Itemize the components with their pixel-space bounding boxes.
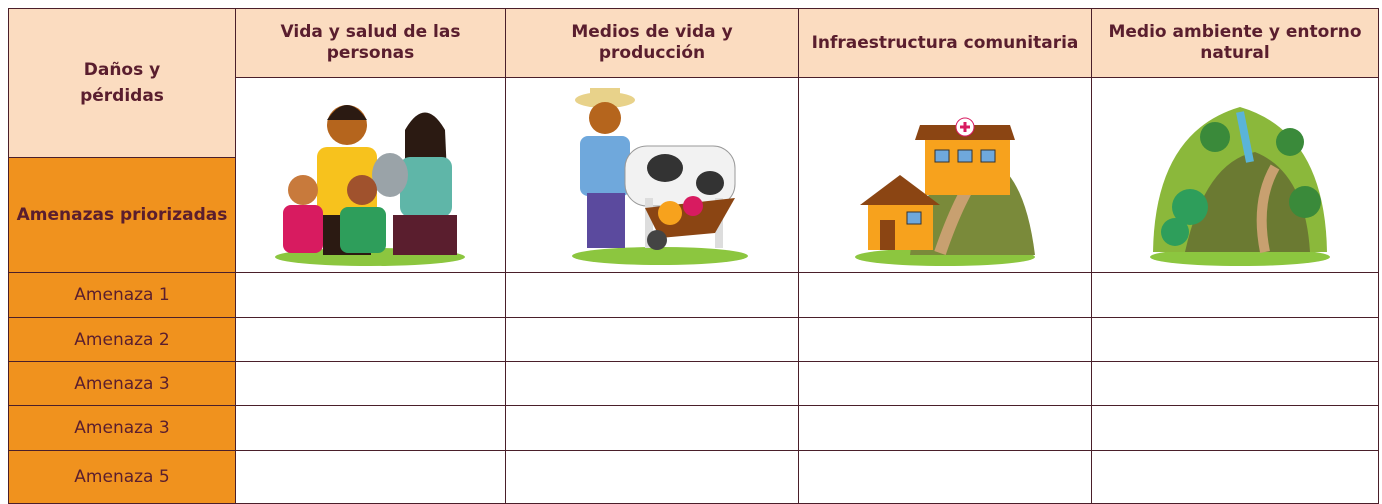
row-label: Amenaza 3 [8, 405, 236, 451]
empty-cell [798, 361, 1092, 406]
school-illustration [855, 117, 1035, 266]
empty-cell [1091, 361, 1379, 406]
empty-cell [505, 405, 799, 451]
empty-cell [505, 450, 799, 504]
empty-cell [798, 317, 1092, 362]
empty-cell [1091, 317, 1379, 362]
empty-cell [235, 405, 506, 451]
column-header: Medio ambiente y entorno natural [1091, 8, 1379, 78]
empty-cell [798, 450, 1092, 504]
empty-cell [1091, 450, 1379, 504]
corner-header: Daños y pérdidas [8, 8, 236, 158]
empty-cell [798, 272, 1092, 318]
empty-cell [1091, 405, 1379, 451]
row-label: Amenaza 1 [8, 272, 236, 318]
empty-cell [798, 405, 1092, 451]
row-label: Amenaza 3 [8, 361, 236, 406]
empty-cell [1091, 272, 1379, 318]
column-header: Infraestructura comunitaria [798, 8, 1092, 78]
column-header: Vida y salud de las personas [235, 8, 506, 78]
empty-cell [235, 450, 506, 504]
empty-cell [235, 272, 506, 318]
corner-subheader: Amenazas priorizadas [8, 157, 236, 273]
empty-cell [505, 361, 799, 406]
nature-illustration [1150, 107, 1330, 266]
column-header: Medios de vida y producción [505, 8, 799, 78]
farmer-illustration [572, 88, 748, 265]
empty-cell [505, 317, 799, 362]
empty-cell [505, 272, 799, 318]
empty-cell [235, 361, 506, 406]
family-illustration [275, 105, 465, 266]
empty-cell [235, 317, 506, 362]
row-label: Amenaza 5 [8, 450, 236, 504]
row-label: Amenaza 2 [8, 317, 236, 362]
